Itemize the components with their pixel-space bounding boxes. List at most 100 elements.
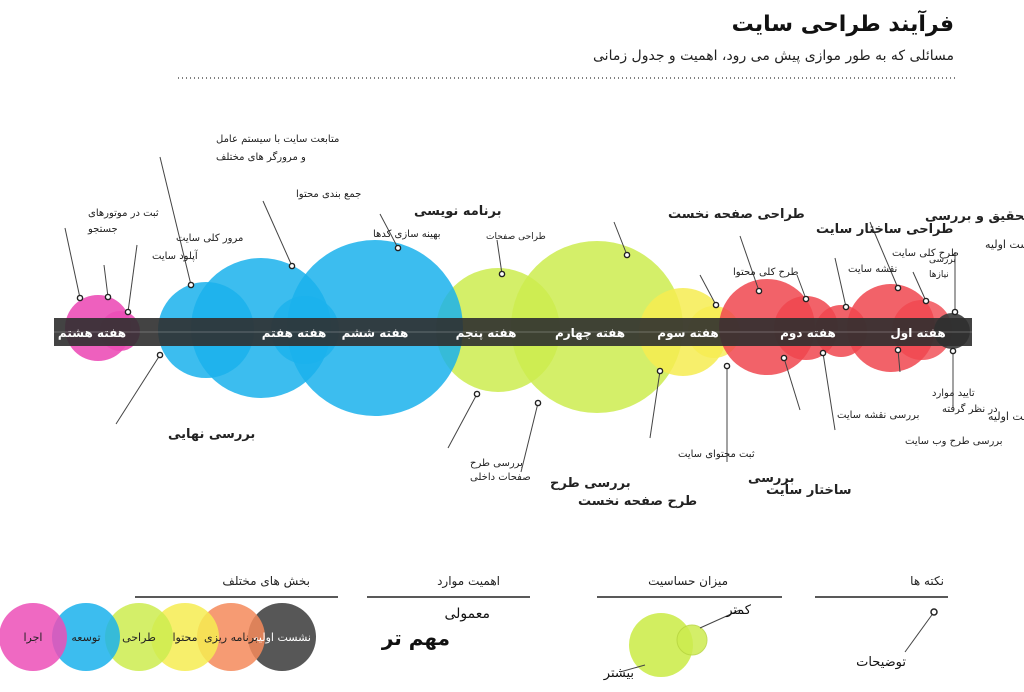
top-label-17: آپلود سایت <box>152 249 199 262</box>
legend-notes-heading: نکته ها <box>910 574 944 588</box>
legend-important-label: مهم تر <box>381 626 450 650</box>
week-labels: هفته اول هفته دوم هفته سوم هفته چهارم هفته پ… <box>58 326 946 341</box>
top-label-11: برنامه نویسی <box>414 204 501 219</box>
leader-line-8 <box>613 221 628 256</box>
leader-line-17 <box>897 349 901 373</box>
section-label-5: توسعه <box>71 631 100 644</box>
week-label-2: هفته دوم <box>780 326 836 341</box>
leader-dot-8 <box>623 251 631 259</box>
sensitivity-small-circle <box>676 624 708 656</box>
section-label-3: محتوا <box>172 631 197 644</box>
bottom-label-1: نشست اولیه <box>988 410 1024 423</box>
top-label-12: بهینه سازی کدها <box>373 229 441 240</box>
leader-dot-23 <box>473 390 481 398</box>
bottom-label-13: بررسی نهایی <box>168 427 255 442</box>
top-label-2: تحقیق و بررسی <box>925 209 1024 224</box>
bottom-label-8: ثبت محتوای سایت <box>678 449 755 460</box>
week-label-4: هفته چهارم <box>555 326 625 341</box>
leader-dot-13 <box>124 308 132 316</box>
leader-line-12 <box>159 156 192 286</box>
section-circle-6 <box>0 603 67 671</box>
section-label-6: اجرا <box>24 631 43 644</box>
leader-line-23 <box>447 393 478 449</box>
leader-line-24 <box>115 354 161 425</box>
leader-dot-7 <box>712 301 720 309</box>
leader-dot-5 <box>802 295 810 303</box>
legend-sensitivity-heading: میزان حساسیت <box>648 574 728 588</box>
top-label-9: طراحی صفحه نخست <box>668 207 805 222</box>
leader-dot-17 <box>894 346 902 354</box>
leader-dot-22 <box>534 399 542 407</box>
leader-dot-20 <box>723 362 731 370</box>
leader-line-19 <box>783 357 801 411</box>
notes-leader <box>904 611 935 653</box>
week-label-7: هفته هفتم <box>262 326 327 340</box>
leader-dot-19 <box>780 354 788 362</box>
leader-lines <box>64 156 959 473</box>
leader-line-11 <box>262 200 293 267</box>
bottom-label-11: بررسی طرح <box>470 458 523 469</box>
top-label-8: طرح کلی محتوا <box>733 267 799 278</box>
bottom-label-9: بررسی طرح <box>550 476 631 491</box>
week-label-8: هفته هشتم <box>58 326 126 340</box>
top-label-16: مرور کلی سایت <box>176 233 243 244</box>
leader-line-2 <box>869 221 899 289</box>
top-label-19: جستجو <box>87 224 118 235</box>
legend-less-label: کمتر <box>726 603 751 618</box>
leader-dot-1 <box>951 308 959 316</box>
bottom-label-10: طرح صفحه نخست <box>578 494 697 509</box>
legend-more-label: بیشتر <box>603 666 634 681</box>
page-title: فرآیند طراحی سایت <box>731 12 954 37</box>
leader-dot-6 <box>755 287 763 295</box>
leader-line-10 <box>379 213 399 249</box>
sensitivity-large-circle <box>629 613 693 677</box>
leader-line-13 <box>127 244 138 313</box>
leader-line-18 <box>822 352 836 431</box>
top-label-1: نشست اولیه <box>985 238 1024 251</box>
top-label-13: جمع بندی محتوا <box>296 189 361 200</box>
leader-line-9 <box>496 239 503 275</box>
notes-dot <box>930 608 938 616</box>
top-label-3: بررسی <box>929 255 956 265</box>
leader-line-7 <box>699 274 717 306</box>
leader-dot-24 <box>156 351 164 359</box>
legend-normal-label: معمولی <box>444 606 490 622</box>
leader-dot-18 <box>819 349 827 357</box>
section-label-4: طراحی <box>122 631 156 644</box>
week-label-1: هفته اول <box>890 326 945 341</box>
leader-dot-2 <box>894 284 902 292</box>
bottom-label-2: تایید موارد <box>932 388 975 399</box>
leader-dot-3 <box>922 297 930 305</box>
week-label-5: هفته پنجم <box>456 326 517 340</box>
leader-line-6 <box>739 235 760 292</box>
leader-dot-12 <box>187 281 195 289</box>
leader-dot-11 <box>288 262 296 270</box>
top-label-10: طراحی صفحات <box>486 232 546 242</box>
top-label-7: طراحی ساختار سایت <box>816 222 953 237</box>
legend-importance-heading: اهمیت موارد <box>437 574 500 588</box>
leader-dot-10 <box>394 244 402 252</box>
leader-line-14 <box>103 264 109 298</box>
section-label-2: برنامه ریزی <box>204 631 258 644</box>
section-circle-1 <box>248 603 316 671</box>
leader-dot-14 <box>104 293 112 301</box>
top-label-14: متابعت سایت با سیستم عامل <box>216 134 339 145</box>
leader-dot-21 <box>656 367 664 375</box>
leader-line-4 <box>834 257 847 308</box>
leader-line-15 <box>64 227 81 299</box>
leader-line-5 <box>796 274 807 300</box>
top-label-18: ثبت در موتورهای <box>88 208 159 219</box>
bottom-label-7: ساختار سایت <box>766 483 852 498</box>
bottom-annotations: نشست اولیه تایید موارد در نظر گرفته بررسی ط… <box>168 388 1024 509</box>
bottom-label-3: در نظر گرفته <box>942 403 998 415</box>
bottom-label-6: بررسی <box>748 471 794 486</box>
timeline-bar <box>54 318 972 346</box>
leader-dot-15 <box>76 294 84 302</box>
section-circle-5 <box>52 603 120 671</box>
top-label-15: و مرورگر های مختلف <box>216 151 306 163</box>
leader-dot-4 <box>842 303 850 311</box>
top-label-4: نیازها <box>929 270 949 280</box>
leader-dot-16 <box>949 347 957 355</box>
